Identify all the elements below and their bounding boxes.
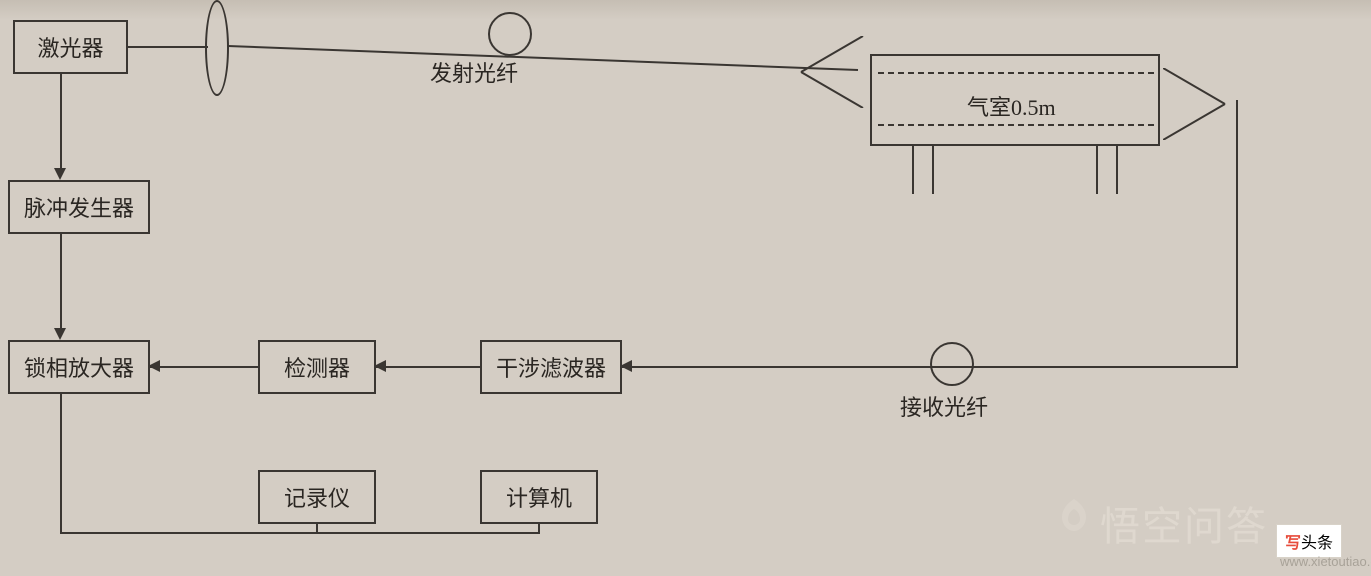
recorder-box: 记录仪: [258, 470, 376, 524]
pulse-generator-label: 脉冲发生器: [24, 191, 134, 223]
badge-char-1: 写: [1285, 535, 1301, 552]
v-right-icon: [1163, 68, 1235, 140]
detector-box: 检测器: [258, 340, 376, 394]
watermark-text: 悟空问答: [1100, 494, 1268, 552]
laser-box: 激光器: [13, 20, 128, 74]
filter-label: 干涉滤波器: [496, 351, 606, 383]
edge-chamber-down: [1236, 100, 1238, 368]
edge-detector-lockin: [150, 366, 258, 368]
site-badge-url: www.xietoutiao.com: [1280, 554, 1371, 569]
computer-box: 计算机: [480, 470, 598, 524]
watermark-icon: [1052, 490, 1096, 540]
lens-icon: [205, 0, 229, 96]
gas-chamber-label: 气室0.5m: [967, 90, 1056, 122]
recv-fiber-label: 接收光纤: [900, 390, 988, 422]
lockin-amp-box: 锁相放大器: [8, 340, 150, 394]
edge-laser-lens: [128, 46, 208, 48]
edge-lockin-down: [60, 394, 62, 532]
detector-label: 检测器: [284, 351, 350, 383]
arrow-recv-filter: [620, 360, 632, 372]
lockin-amp-label: 锁相放大器: [24, 351, 134, 383]
edge-recv-fiber: [622, 366, 1236, 368]
laser-label: 激光器: [37, 31, 103, 63]
arrow-laser-pulse: [54, 168, 66, 180]
computer-label: 计算机: [506, 481, 572, 513]
arrow-pulse-lockin: [54, 328, 66, 340]
edge-laser-pulse: [60, 74, 62, 174]
gas-chamber-box: 气室0.5m: [870, 54, 1160, 146]
chamber-leg-2: [932, 146, 934, 194]
chamber-leg-4: [1116, 146, 1118, 194]
arrow-filter-detector: [374, 360, 386, 372]
edge-filter-detector: [376, 366, 480, 368]
chamber-dashed-top: [878, 72, 1154, 74]
recv-fiber-loop-icon: [930, 342, 974, 386]
chamber-leg-3: [1096, 146, 1098, 194]
chamber-dashed-bottom: [878, 124, 1154, 126]
site-badge: 写头条: [1276, 524, 1342, 558]
edge-pulse-lockin: [60, 234, 62, 334]
edge-lens-chamber: [228, 40, 868, 80]
arrow-detector-lockin: [148, 360, 160, 372]
recorder-label: 记录仪: [284, 481, 350, 513]
edge-bottom-bus: [60, 532, 538, 534]
top-shadow: [0, 0, 1371, 20]
badge-rest: 头条: [1301, 535, 1333, 552]
chamber-leg-1: [912, 146, 914, 194]
edge-to-computer: [538, 524, 540, 534]
edge-to-recorder: [316, 524, 318, 534]
pulse-generator-box: 脉冲发生器: [8, 180, 150, 234]
filter-box: 干涉滤波器: [480, 340, 622, 394]
